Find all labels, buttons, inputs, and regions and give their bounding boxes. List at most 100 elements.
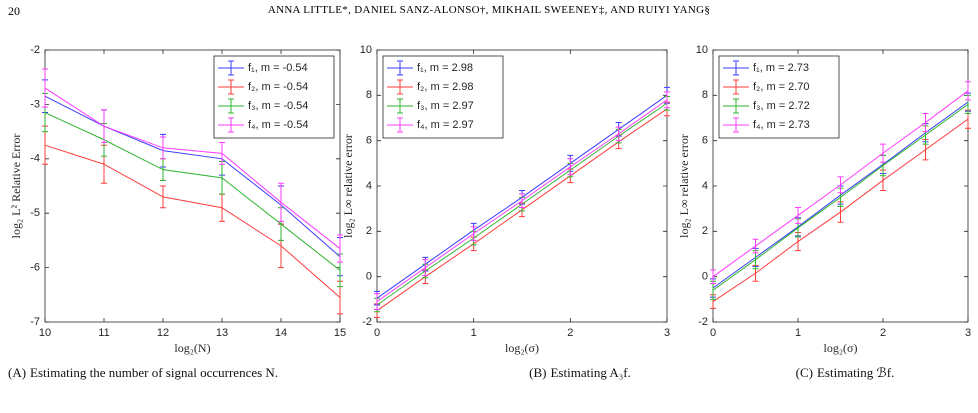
- y-tick-label: 8: [702, 89, 708, 101]
- y-axis-label: log₂ L∞ relative error: [677, 134, 691, 238]
- caption: (B) Estimating A₃f.: [425, 364, 735, 381]
- y-axis-label: log₂ L² Relative Error: [9, 134, 23, 239]
- error-bar: [615, 126, 622, 142]
- y-tick-label: 0: [366, 271, 372, 283]
- y-tick-label: 4: [702, 180, 708, 192]
- error-bar: [278, 182, 284, 222]
- error-bar: [567, 158, 574, 176]
- legend-swatch: [218, 117, 244, 133]
- legend-swatch: [218, 98, 244, 114]
- y-tick-label: 2: [366, 225, 372, 237]
- y-tick-label: 10: [696, 44, 708, 56]
- y-tick-label: -7: [30, 316, 40, 328]
- legend-swatch: [387, 79, 413, 95]
- x-tick-label: 1: [471, 327, 477, 339]
- series-line: [44, 87, 341, 249]
- y-tick-label: -3: [30, 98, 40, 110]
- x-tick-label: 0: [374, 327, 380, 339]
- error-bar: [422, 259, 429, 277]
- legend-label: f₃, m = 2.72: [753, 100, 810, 112]
- x-tick-label: 13: [216, 327, 228, 339]
- legend-swatch: [218, 60, 244, 76]
- x-tick-label: 2: [567, 327, 573, 339]
- legend-label: f₄, m = -0.54: [248, 119, 308, 131]
- legend-label: f₄, m = 2.73: [753, 119, 810, 131]
- error-bar: [42, 68, 48, 108]
- error-bar: [519, 193, 525, 209]
- caption-tag: (A): [8, 365, 27, 380]
- legend-box: [382, 55, 504, 139]
- legend-swatch: [723, 79, 749, 95]
- x-tick-label: 12: [157, 327, 169, 339]
- error-bar: [837, 176, 844, 194]
- x-tick-label: 10: [39, 327, 51, 339]
- y-tick-label: 0: [702, 271, 708, 283]
- x-tick-label: 3: [965, 327, 971, 339]
- error-bar: [101, 109, 107, 143]
- y-tick-label: -5: [30, 207, 40, 219]
- error-bar: [965, 81, 971, 101]
- legend-box: [213, 55, 335, 139]
- series-line: [44, 112, 341, 271]
- y-tick-label: -2: [30, 44, 40, 56]
- x-tick-label: 11: [98, 327, 109, 339]
- caption: (A) Estimating the number of signal occur…: [8, 364, 318, 381]
- legend-swatch: [723, 98, 749, 114]
- error-bar: [160, 136, 166, 160]
- y-tick-label: 6: [366, 135, 372, 147]
- y-tick-label: 10: [360, 44, 372, 56]
- caption-text: Estimating ℬf.: [816, 365, 895, 380]
- y-tick-label: 8: [366, 89, 372, 101]
- caption-tag: (B): [529, 365, 547, 380]
- y-tick-label: -2: [362, 316, 372, 328]
- legend-label: f₄, m = 2.97: [417, 119, 474, 131]
- x-tick-label: 1: [795, 327, 801, 339]
- series-line: [44, 95, 341, 258]
- error-bar: [337, 234, 343, 263]
- legend-swatch: [723, 60, 749, 76]
- caption: (C) Estimating ℬf.: [690, 364, 978, 381]
- running-header: ANNA LITTLE*, DANIEL SANZ-ALONSO†, MIKHA…: [267, 4, 711, 16]
- legend-swatch: [387, 60, 413, 76]
- error-bar: [470, 226, 477, 241]
- caption-tag: (C): [795, 365, 813, 380]
- legend-label: f₁, m = 2.73: [753, 62, 809, 74]
- caption-text: Estimating A₃f.: [550, 365, 631, 380]
- legend-label: f₂, m = 2.70: [753, 81, 810, 93]
- legend-swatch: [387, 117, 413, 133]
- legend-swatch: [387, 98, 413, 114]
- error-bar: [922, 112, 929, 133]
- y-tick-label: 6: [702, 135, 708, 147]
- series-line: [44, 144, 341, 298]
- page-number: 20: [8, 4, 20, 18]
- legend-label: f₁, m = 2.98: [417, 62, 473, 74]
- x-tick-label: 14: [275, 327, 287, 339]
- error-bar: [664, 91, 670, 109]
- error-bar: [710, 269, 716, 284]
- caption-text: Estimating the number of signal occurren…: [30, 365, 279, 380]
- error-bar: [219, 141, 225, 165]
- legend-label: f₁, m = -0.54: [248, 62, 308, 74]
- y-tick-label: -2: [698, 316, 708, 328]
- x-tick-label: 2: [880, 327, 886, 339]
- x-tick-label: 3: [664, 327, 670, 339]
- legend-label: f₃, m = -0.54: [248, 100, 308, 112]
- x-axis-label: log₂(σ): [824, 341, 858, 355]
- error-bar: [160, 185, 166, 209]
- legend-swatch: [723, 117, 749, 133]
- x-axis-label: log₂(N): [174, 341, 210, 355]
- legend-label: f₃, m = 2.97: [417, 100, 474, 112]
- y-tick-label: 4: [366, 180, 372, 192]
- x-tick-label: 0: [710, 327, 716, 339]
- x-axis-label: log₂(σ): [505, 341, 539, 355]
- x-tick-label: 15: [334, 327, 346, 339]
- y-tick-label: 2: [702, 225, 708, 237]
- error-bar: [880, 143, 886, 163]
- legend-label: f₂, m = -0.54: [248, 81, 308, 93]
- y-tick-label: -4: [30, 153, 40, 165]
- legend-box: [718, 55, 840, 139]
- legend-swatch: [218, 79, 244, 95]
- error-bar: [795, 207, 801, 224]
